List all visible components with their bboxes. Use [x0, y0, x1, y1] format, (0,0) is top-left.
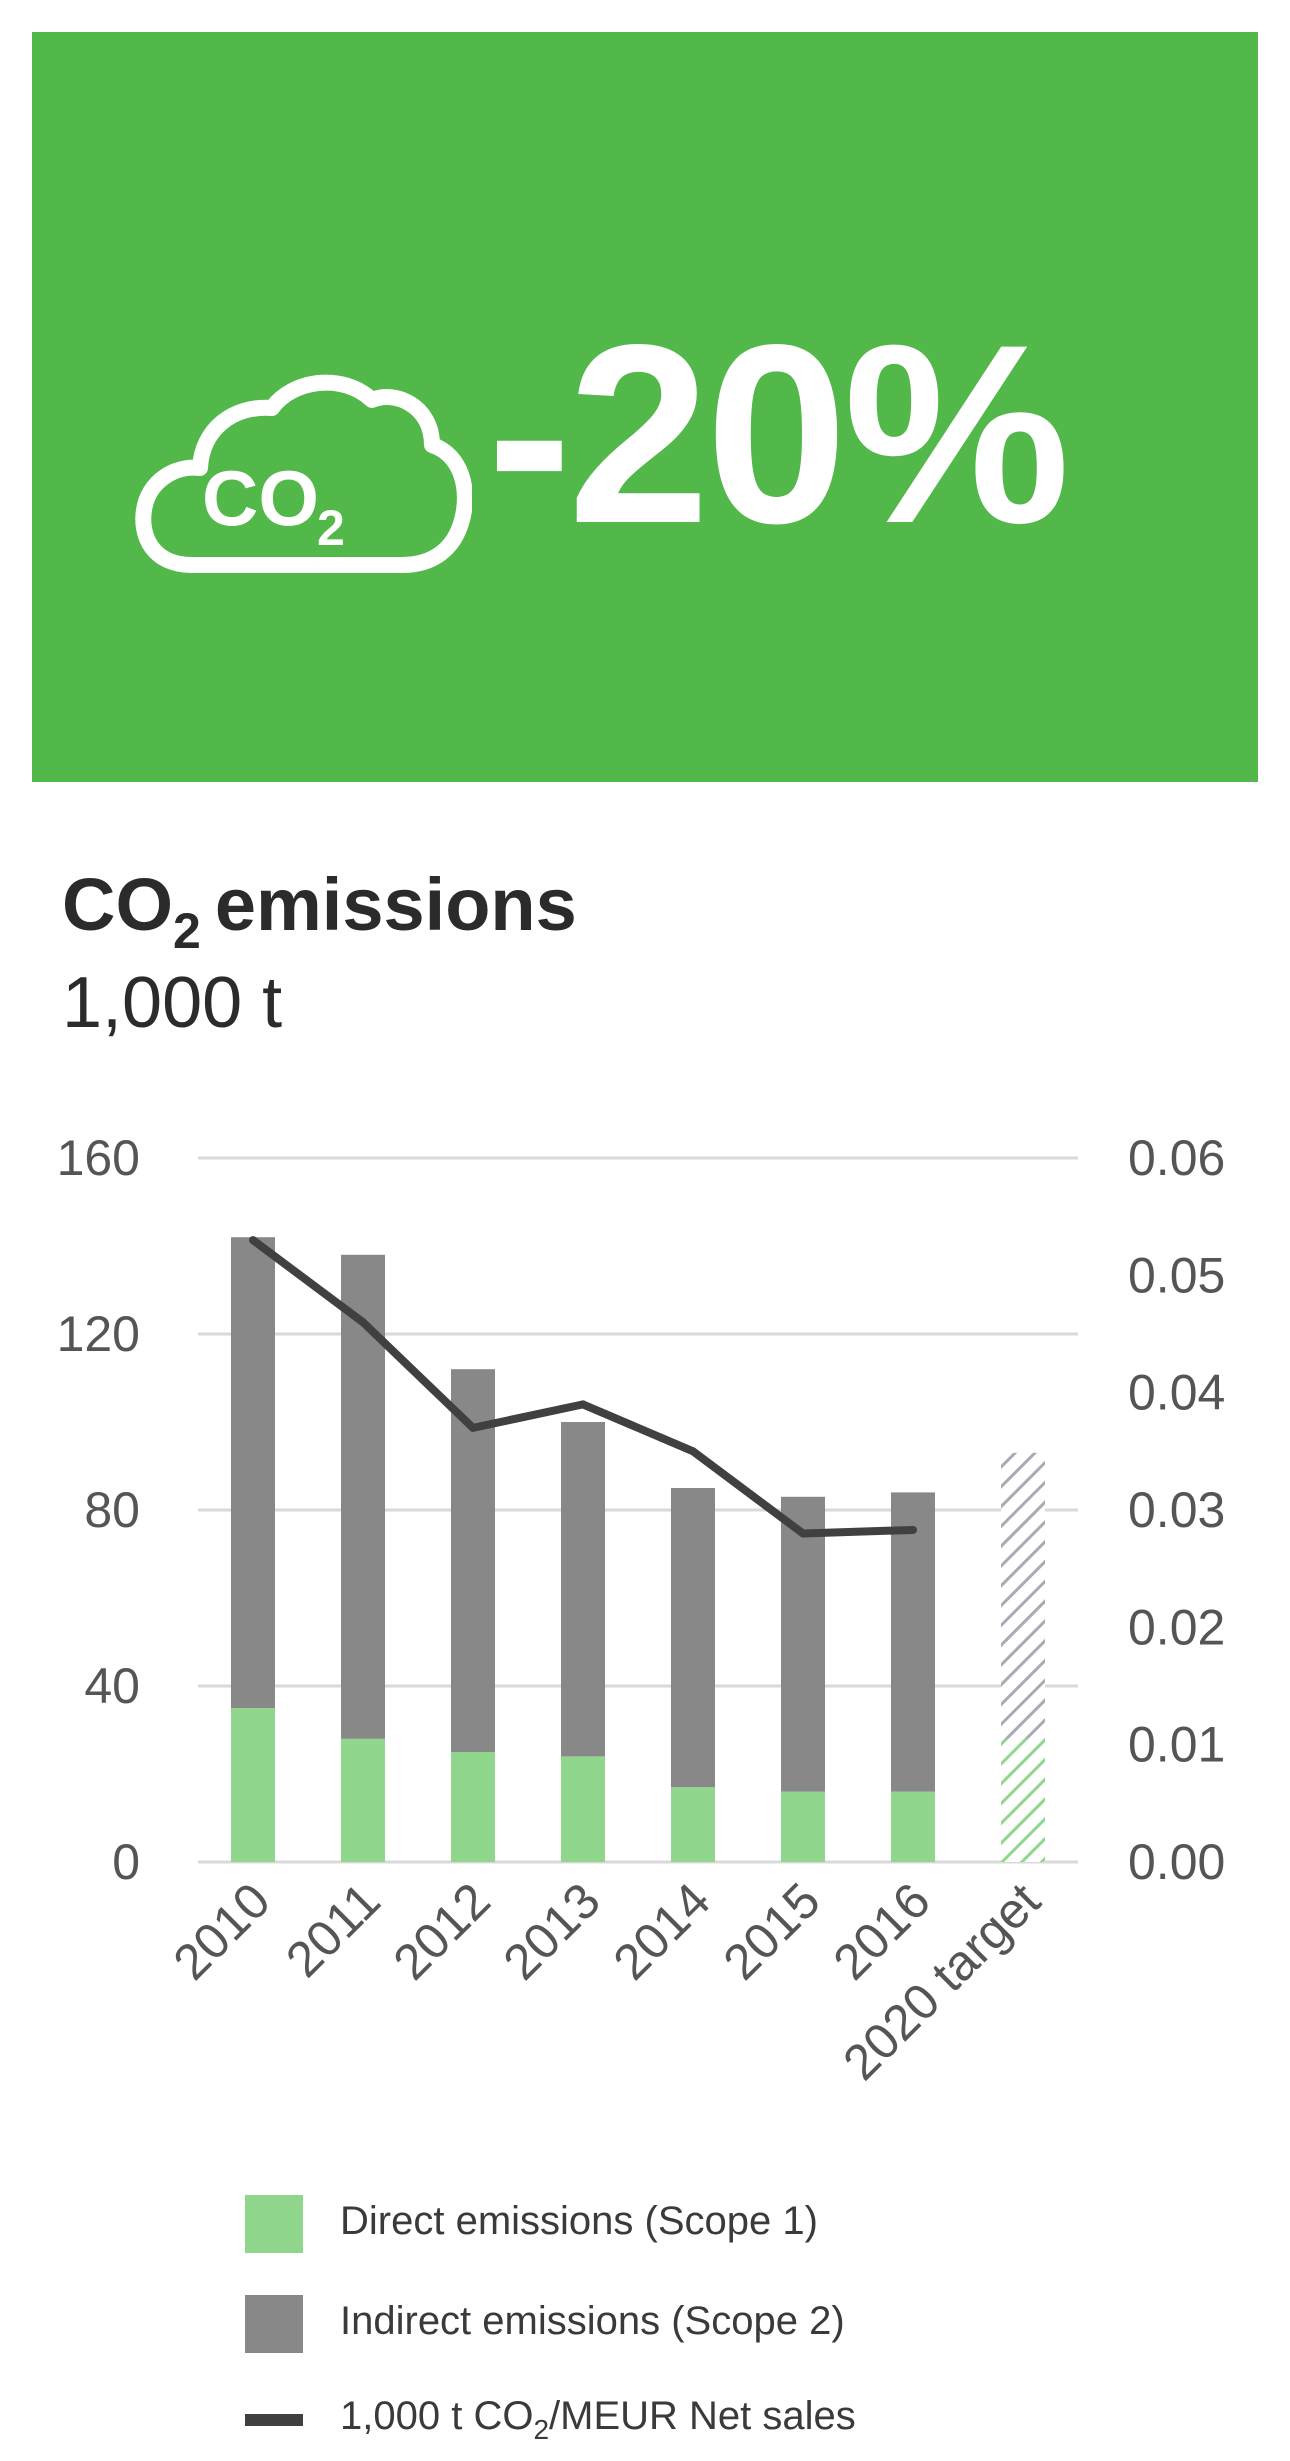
bar-direct	[231, 1708, 275, 1862]
y2-tick-label: 0.00	[1128, 1834, 1225, 1890]
x-tick-label: 2010	[163, 1872, 281, 1990]
bar-direct	[781, 1791, 825, 1862]
legend-label-intensity: 1,000 t CO2/MEUR Net sales	[340, 2394, 856, 2445]
y2-tick-label: 0.05	[1128, 1247, 1225, 1303]
y-tick-label: 0	[112, 1834, 140, 1890]
x-tick-label: 2015	[713, 1872, 831, 1990]
bar-direct	[341, 1738, 385, 1862]
bar-direct	[891, 1791, 935, 1862]
intensity-point	[799, 1529, 807, 1538]
bar-direct	[1001, 1738, 1045, 1862]
intensity-point	[689, 1447, 697, 1456]
bar-indirect	[561, 1422, 605, 1757]
intensity-point	[579, 1400, 587, 1409]
y2-tick-label: 0.01	[1128, 1717, 1225, 1773]
y-tick-label: 120	[57, 1306, 140, 1362]
legend-label-direct: Direct emissions (Scope 1)	[340, 2199, 818, 2243]
co2-cloud-icon: CO 2	[135, 374, 472, 573]
intensity-point	[909, 1525, 917, 1534]
emissions-chart: 0 40 80 120 160 0.00 0.01 0.02 0.03 0.04 0.05 0.06 2…	[57, 1130, 1226, 2091]
bar-indirect	[671, 1488, 715, 1788]
x-tick-label: 2011	[275, 1872, 391, 1988]
intensity-point	[249, 1236, 257, 1245]
bar-direct	[451, 1752, 495, 1862]
y2-tick-label: 0.06	[1128, 1130, 1225, 1186]
y2-tick-label: 0.03	[1128, 1482, 1225, 1538]
y-tick-label: 80	[84, 1482, 140, 1538]
svg-text:CO: CO	[202, 454, 319, 542]
intensity-point	[469, 1423, 477, 1432]
intensity-point	[359, 1318, 367, 1327]
bar-direct	[561, 1756, 605, 1862]
chart-unit: 1,000 t	[62, 963, 283, 1043]
bar-indirect	[451, 1369, 495, 1752]
bar-indirect	[891, 1492, 935, 1792]
x-tick-label: 2014	[603, 1872, 721, 1990]
bar-indirect	[231, 1237, 275, 1708]
reduction-value: -20%	[487, 292, 1070, 577]
legend-swatch-direct	[245, 2195, 303, 2253]
y-tick-label: 40	[84, 1658, 140, 1714]
legend-swatch-indirect	[245, 2295, 303, 2353]
y-tick-label: 160	[57, 1130, 140, 1186]
legend-swatch-intensity	[245, 2414, 303, 2426]
highlight-banner: CO 2 -20%	[32, 32, 1258, 782]
chart-title: CO2 emissions	[62, 863, 577, 959]
bar-direct	[671, 1787, 715, 1862]
x-tick-label: 2012	[383, 1872, 501, 1990]
y2-tick-label: 0.04	[1128, 1365, 1225, 1421]
bar-indirect	[781, 1496, 825, 1792]
bar-indirect	[1001, 1452, 1045, 1739]
svg-text:2: 2	[317, 500, 345, 556]
y2-tick-label: 0.02	[1128, 1599, 1225, 1655]
x-tick-label: 2013	[493, 1872, 611, 1990]
legend-label-indirect: Indirect emissions (Scope 2)	[340, 2299, 845, 2343]
